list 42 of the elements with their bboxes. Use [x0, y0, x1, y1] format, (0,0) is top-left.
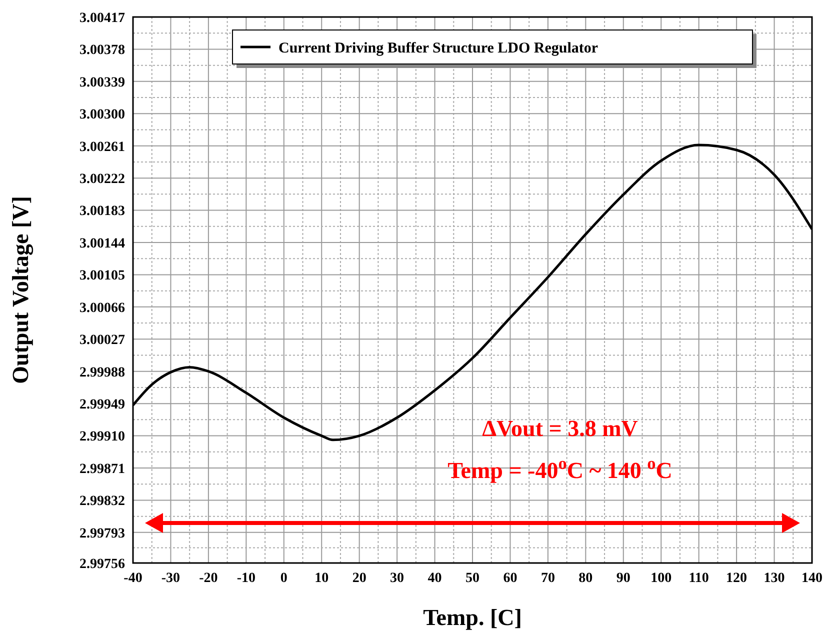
- x-tick-label: 0: [280, 571, 288, 586]
- annotation: Temp = -40$^{o}$C ~ 140 $^{o}$C: [448, 454, 672, 483]
- y-tick-label: 3.00183: [80, 204, 125, 220]
- x-tick-label: 130: [764, 571, 785, 586]
- y-tick-label: 2.99793: [80, 526, 125, 542]
- x-tick-label: 60: [503, 571, 518, 586]
- y-tick-label: 2.99832: [80, 494, 125, 510]
- x-tick-label: 20: [352, 571, 366, 586]
- x-tick-label: 110: [688, 571, 709, 586]
- x-tick-label: 10: [314, 571, 329, 586]
- x-tick-label: 140: [802, 571, 822, 586]
- y-tick-label: 2.99949: [80, 397, 125, 412]
- y-axis-title: Output Voltage [V]: [8, 196, 34, 384]
- y-tick-label: 3.00261: [80, 140, 125, 155]
- legend-label: Current Driving Buffer Structure LDO Regulator: [278, 40, 598, 56]
- x-tick-label: 90: [616, 571, 630, 586]
- y-tick-label: 2.99871: [80, 462, 125, 477]
- x-tick-label: 50: [466, 571, 480, 586]
- x-tick-label: -30: [161, 571, 180, 586]
- x-tick-label: 120: [726, 571, 748, 586]
- x-tick-label: 80: [578, 571, 593, 586]
- x-tick-label: 100: [650, 571, 672, 586]
- y-tick-label: 2.99756: [80, 556, 125, 572]
- x-tick-label: -20: [199, 571, 218, 586]
- x-tick-label: -40: [124, 571, 142, 586]
- y-tick-label: 3.00144: [80, 236, 125, 252]
- annotation: ΔVout = 3.8 mV: [482, 416, 638, 441]
- y-tick-label: 2.99988: [80, 365, 125, 380]
- x-tick-label: 70: [540, 571, 555, 586]
- x-tick-label: 30: [390, 571, 404, 586]
- y-tick-label: 3.00339: [80, 75, 125, 90]
- y-tick-label: 3.00300: [80, 108, 125, 123]
- y-tick-label: 3.00378: [80, 43, 125, 58]
- y-tick-label: 3.00066: [80, 300, 125, 316]
- x-tick-label: 40: [428, 571, 442, 586]
- x-axis-title: Temp. [C]: [423, 605, 522, 630]
- y-tick-label: 3.00027: [80, 333, 125, 348]
- y-tick-label: 3.00105: [80, 268, 125, 284]
- y-tick-label: 3.00417: [80, 10, 125, 26]
- y-tick-label: 3.00222: [80, 172, 125, 187]
- y-tick-label: 2.99910: [80, 430, 125, 445]
- x-tick-label: -10: [236, 571, 256, 586]
